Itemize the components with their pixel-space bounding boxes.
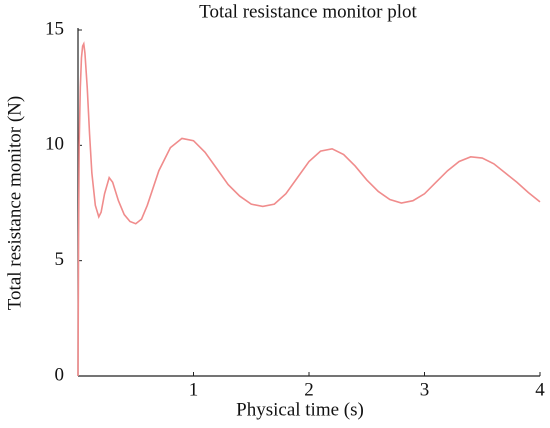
x-tick-label: 4: [535, 379, 545, 400]
y-tick-label: 5: [55, 249, 65, 270]
y-tick-label: 10: [45, 134, 64, 155]
x-tick-label: 3: [420, 379, 430, 400]
y-tick-label: 0: [55, 364, 65, 385]
y-axis-label: Total resistance monitor (N): [4, 96, 25, 310]
y-tick-label: 15: [45, 18, 64, 39]
x-axis-label: Physical time (s): [236, 399, 364, 420]
x-tick-label: 1: [189, 379, 199, 400]
x-tick-label: 2: [304, 379, 314, 400]
data-line: [77, 41, 541, 377]
chart-title: Total resistance monitor plot: [199, 1, 417, 22]
